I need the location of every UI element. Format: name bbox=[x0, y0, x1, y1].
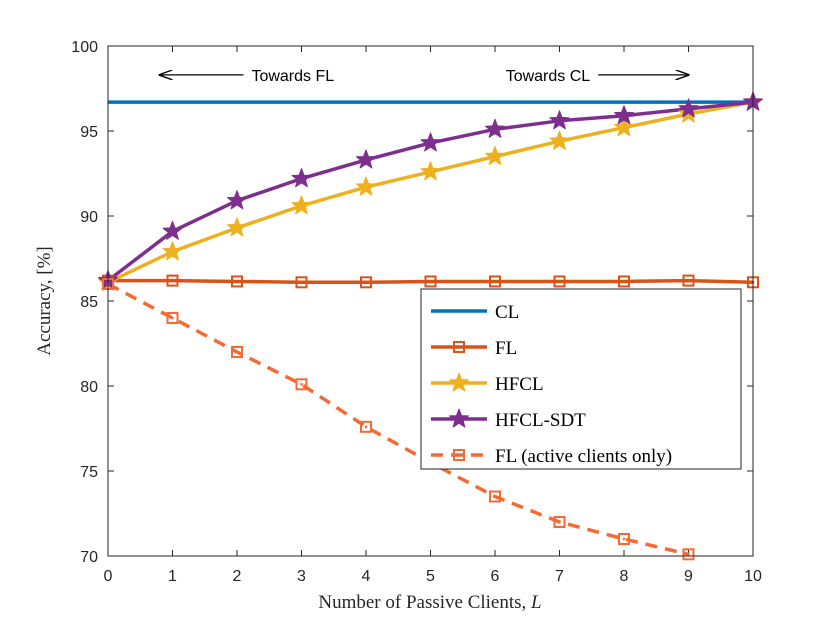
data-point-fl-active-clients-only bbox=[231, 346, 243, 358]
y-tick-label: 70 bbox=[80, 549, 98, 566]
x-tick-label: 6 bbox=[491, 568, 500, 585]
x-tick-label: 3 bbox=[297, 568, 306, 585]
data-point-fl-active-clients-only bbox=[682, 548, 695, 561]
x-tick-label: 10 bbox=[744, 568, 762, 585]
x-axis-label: Number of Passive Clients, L bbox=[318, 592, 541, 613]
plot-frame bbox=[107, 45, 754, 557]
data-point-hfcl-sdt bbox=[678, 98, 699, 118]
data-point-fl-active-clients-only bbox=[489, 490, 501, 503]
y-tick-label: 90 bbox=[80, 209, 98, 226]
data-point-fl bbox=[166, 274, 179, 287]
legend-label: HFCL-SDT bbox=[495, 410, 586, 431]
x-tick-label: 0 bbox=[104, 568, 113, 585]
data-point-fl bbox=[424, 275, 437, 288]
data-point-hfcl-sdt bbox=[613, 105, 635, 125]
data-point-fl bbox=[682, 274, 695, 287]
series-layer bbox=[108, 100, 753, 556]
x-tick-label: 5 bbox=[426, 568, 435, 585]
annotations: Towards FL Towards CL bbox=[160, 68, 689, 85]
data-point-fl-active-clients-only bbox=[618, 533, 630, 545]
y-axis-label: Accuracy, [%] bbox=[34, 246, 55, 356]
data-point-hfcl bbox=[226, 217, 248, 237]
data-point-fl-active-clients-only bbox=[553, 516, 566, 528]
legend: CL FL HFCL HFCL-SDT FL (active clients only) bbox=[420, 288, 742, 470]
y-tick-label: 75 bbox=[80, 464, 98, 481]
series-line-fl-active-clients-only bbox=[108, 282, 689, 556]
data-point-fl bbox=[489, 275, 501, 288]
data-point-hfcl-sdt bbox=[355, 149, 377, 169]
x-tick-label: 9 bbox=[684, 568, 693, 585]
data-point-hfcl-sdt bbox=[484, 118, 506, 138]
data-point-fl-active-clients-only bbox=[166, 312, 179, 324]
annotation-text-left: Towards FL bbox=[251, 68, 334, 85]
data-point-hfcl bbox=[355, 176, 377, 196]
legend-marker bbox=[453, 449, 465, 461]
data-point-fl-active-clients-only bbox=[295, 378, 308, 391]
x-tick-label: 4 bbox=[362, 568, 371, 585]
x-tick-label: 1 bbox=[168, 568, 177, 585]
legend-box bbox=[420, 288, 742, 470]
x-tick-label: 8 bbox=[620, 568, 629, 585]
legend-entry-cl: CL bbox=[431, 302, 519, 323]
y-tick-label: 95 bbox=[80, 124, 98, 141]
annotation-text-right: Towards CL bbox=[506, 68, 591, 85]
legend-label: CL bbox=[495, 302, 519, 323]
y-tick-label: 100 bbox=[71, 39, 98, 56]
y-tick-label: 85 bbox=[80, 294, 98, 311]
data-point-hfcl-sdt bbox=[162, 220, 183, 240]
legend-label: HFCL bbox=[495, 374, 544, 395]
data-point-hfcl bbox=[613, 117, 635, 137]
legend-label: FL (active clients only) bbox=[495, 446, 672, 467]
x-tick-label: 2 bbox=[233, 568, 242, 585]
data-point-hfcl bbox=[420, 161, 441, 181]
data-point-hfcl bbox=[162, 241, 183, 261]
data-point-hfcl bbox=[549, 130, 570, 150]
data-point-fl bbox=[360, 276, 372, 289]
data-point-hfcl-sdt bbox=[291, 168, 312, 188]
tick-labels: 0 1 2 3 4 5 6 7 8 9 10 70 75 80 85 90 95 100 bbox=[71, 39, 762, 585]
legend-marker bbox=[448, 372, 470, 392]
legend-entry-fl: FL bbox=[431, 338, 517, 359]
data-point-fl bbox=[553, 275, 566, 288]
y-tick-label: 80 bbox=[80, 379, 98, 396]
legend-entry-hfcl-sdt: HFCL-SDT bbox=[431, 408, 586, 431]
data-point-hfcl bbox=[484, 146, 506, 166]
legend-entry-fl-active-clients-only: FL (active clients only) bbox=[431, 446, 672, 467]
data-point-fl bbox=[231, 275, 243, 288]
data-point-fl-active-clients-only bbox=[360, 420, 372, 433]
legend-entry-hfcl: HFCL bbox=[431, 372, 544, 395]
data-point-fl bbox=[618, 275, 630, 288]
data-point-hfcl-sdt bbox=[420, 132, 441, 152]
legend-label: FL bbox=[495, 338, 517, 359]
x-tick-label: 7 bbox=[555, 568, 564, 585]
data-point-fl bbox=[295, 276, 308, 289]
legend-marker bbox=[453, 341, 465, 353]
legend-marker bbox=[448, 408, 470, 428]
data-point-hfcl-sdt bbox=[226, 190, 248, 210]
data-point-hfcl-sdt bbox=[549, 110, 570, 130]
data-point-hfcl bbox=[291, 195, 312, 215]
